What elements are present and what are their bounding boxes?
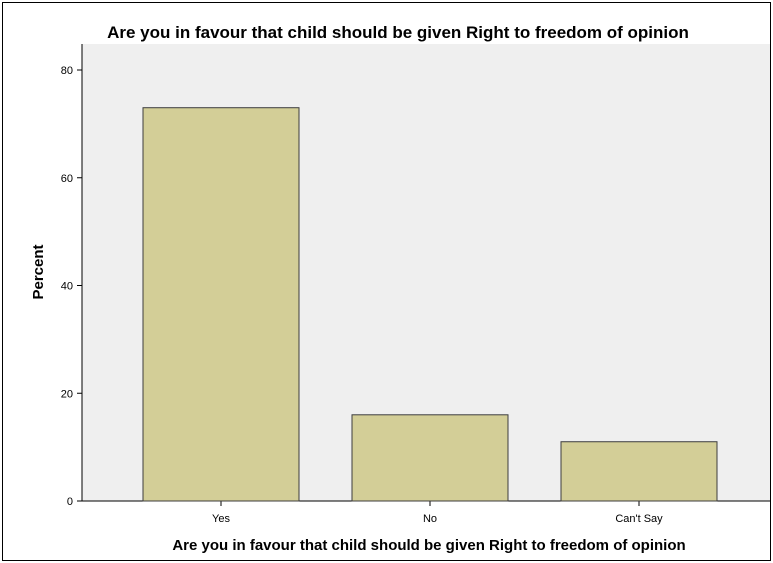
y-tick-label: 80 [61,65,73,77]
x-tick-label: Can't Say [615,513,663,525]
y-axis: 0 20 40 60 80 [61,44,83,508]
chart-title: Are you in favour that child should be g… [107,23,689,42]
bar [351,414,509,502]
bar [560,441,718,502]
y-axis-title: Percent [30,244,47,299]
x-axis-title: Are you in favour that child should be g… [172,537,685,554]
x-tick-label: Yes [212,513,230,525]
y-tick-label: 0 [67,496,73,508]
bar [142,107,300,502]
y-tick-label: 60 [61,173,73,185]
bars [142,107,718,502]
y-tick-label: 40 [61,281,73,293]
x-tick-label: No [423,513,437,525]
y-tick-label: 20 [61,388,73,400]
